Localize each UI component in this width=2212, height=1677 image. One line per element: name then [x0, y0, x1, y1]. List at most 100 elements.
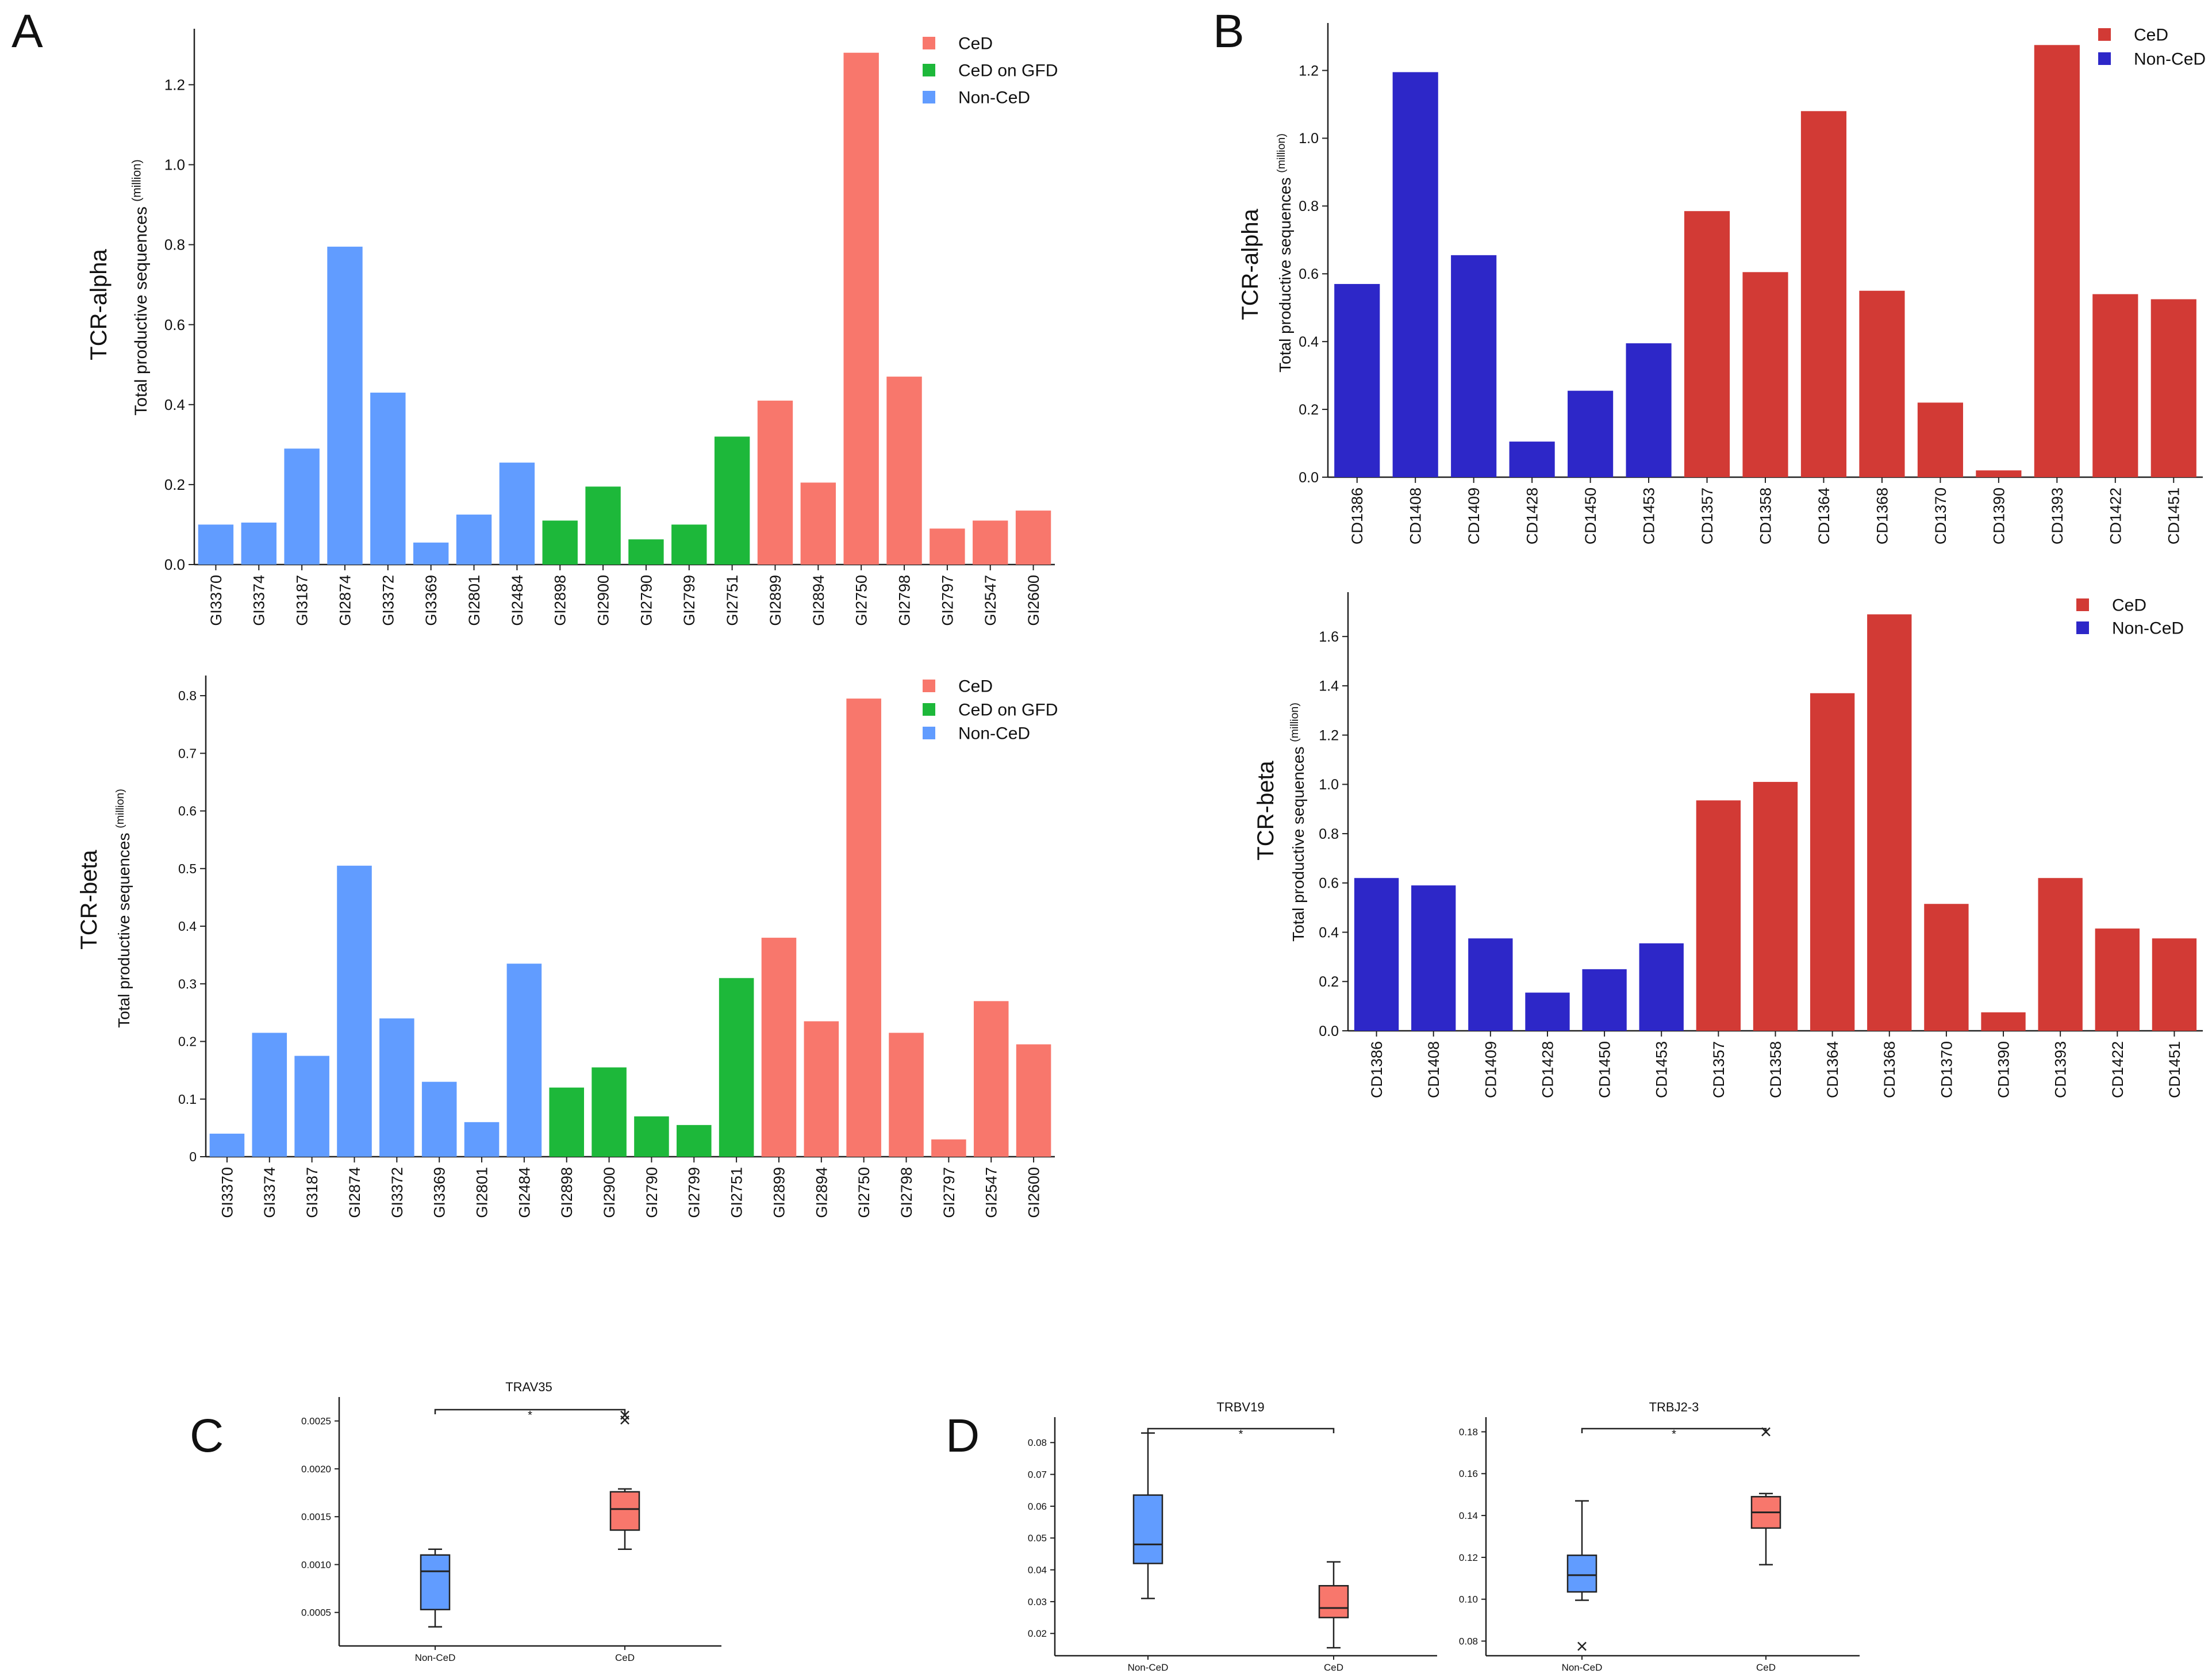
- x-tick-label: GI2750: [855, 1167, 873, 1218]
- legend: CeD Non-CeD: [2098, 26, 2206, 69]
- x-tick-label: GI2751: [724, 575, 741, 626]
- legend-label: CeD on GFD: [958, 62, 1058, 80]
- legend-label: CeD: [2112, 596, 2146, 615]
- bar: [370, 392, 406, 565]
- bar: [973, 520, 1008, 565]
- x-tick-label: GI2899: [767, 575, 784, 626]
- box-iqr: [420, 1554, 451, 1610]
- x-tick-label: CD1357: [1699, 488, 1716, 544]
- x-tick-label: GI2894: [813, 1167, 830, 1218]
- outlier-marker: [1761, 1427, 1771, 1437]
- y-tick-label: 0.0: [1319, 1023, 1339, 1039]
- y-tick-label: 0.0010: [301, 1559, 331, 1570]
- bar: [886, 377, 922, 565]
- bar: [804, 1021, 839, 1157]
- bar: [1582, 969, 1627, 1031]
- bar: [1859, 290, 1905, 477]
- y-axis-label: Total productive sequences (million): [130, 159, 151, 415]
- chart-a-beta: 0 0.1 0.2 0.3 0.4 0.5 0.6 0.7 0.8 GI3370 GI3374 GI3…: [76, 676, 1058, 1218]
- bar: [413, 542, 449, 565]
- y-tick-label: 0.16: [1459, 1468, 1478, 1479]
- legend-label: CeD on GFD: [958, 701, 1058, 720]
- x-tick-label: GI2600: [1026, 1167, 1043, 1218]
- x-tick-label: GI2797: [939, 575, 956, 626]
- x-tick-label: GI3374: [261, 1167, 278, 1218]
- outlier-marker: [1577, 1641, 1587, 1651]
- x-tick-label: CD1453: [1653, 1041, 1670, 1098]
- chart-b-beta: 0.0 0.2 0.4 0.6 0.8 1.0 1.2 1.4 1.6 CD1386 CD1408 C…: [1253, 592, 2203, 1098]
- x-tick-label: GI2484: [516, 1167, 533, 1218]
- x-tick-label: GI2874: [346, 1167, 363, 1218]
- y-axis-label: Total productive sequences (million): [1288, 703, 1307, 942]
- bar: [456, 515, 492, 565]
- box-non-ced: [420, 1548, 451, 1628]
- bar: [1451, 255, 1497, 477]
- bar: [2152, 938, 2197, 1031]
- y-tick-label: 0.6: [178, 804, 197, 819]
- y-axis-label: Total productive sequences (million): [1275, 133, 1294, 373]
- x-tick-label: GI2874: [336, 575, 354, 626]
- panel-letter-a: A: [11, 5, 43, 57]
- row-label: TCR-beta: [76, 850, 102, 950]
- bar: [542, 520, 578, 565]
- bar: [1568, 390, 1614, 477]
- x-tick-label: CD1422: [2107, 488, 2124, 544]
- legend: CeD CeD on GFD Non-CeD: [923, 677, 1058, 743]
- y-axis-label-unit: (million): [130, 159, 144, 202]
- chart-d-trbv19: 0.02 0.03 0.04 0.05 0.06 0.07 0.08 TRBV19 * Non-C…: [1028, 1400, 1437, 1673]
- panel-letter-d: D: [946, 1410, 980, 1462]
- panel-letter-c: C: [190, 1410, 224, 1462]
- bar: [1742, 272, 1788, 477]
- legend-label: Non-CeD: [958, 89, 1030, 108]
- bar: [379, 1018, 414, 1157]
- legend: CeD CeD on GFD Non-CeD: [923, 34, 1058, 108]
- x-tick-label: CD1364: [1824, 1041, 1841, 1098]
- legend-swatch: [2098, 52, 2111, 65]
- y-axis-label-unit: (million): [1288, 703, 1301, 742]
- y-tick-label: 0.6: [1319, 876, 1339, 892]
- legend-label: CeD: [958, 34, 993, 53]
- bar: [198, 524, 234, 565]
- x-tick-label: CD1393: [2052, 1041, 2069, 1098]
- y-tick-label: 0.7: [178, 746, 197, 761]
- y-tick-label: 0.4: [178, 919, 197, 934]
- x-tick-label: GI3372: [389, 1167, 406, 1218]
- x-tick-label: CD1358: [1757, 488, 1774, 544]
- chart-a-alpha: 0.0 0.2 0.4 0.6 0.8 1.0 1.2 GI3370 GI3374 GI3187 G…: [86, 29, 1058, 626]
- bar: [1334, 283, 1380, 477]
- x-tick-label: GI2900: [595, 575, 612, 626]
- x-tick-label: GI3187: [294, 575, 311, 626]
- legend-swatch: [2076, 621, 2089, 634]
- y-tick-label: 1.6: [1319, 629, 1339, 645]
- bar: [1016, 1044, 1051, 1157]
- legend-label: CeD: [2134, 26, 2168, 45]
- bar: [931, 1139, 966, 1157]
- x-tick-label: CD1364: [1815, 488, 1833, 544]
- x-tick-label: CD1451: [2166, 1041, 2183, 1098]
- x-tick-label: CD1408: [1425, 1041, 1442, 1098]
- legend-label: Non-CeD: [2134, 50, 2206, 69]
- y-tick-label: 0.04: [1028, 1565, 1047, 1576]
- legend-swatch: [923, 37, 935, 49]
- bar: [1525, 992, 1570, 1031]
- bar: [592, 1067, 627, 1157]
- significance-marker: *: [1239, 1428, 1243, 1441]
- x-tick-label: CD1422: [2109, 1041, 2126, 1098]
- x-tick-label: CeD: [1324, 1662, 1343, 1673]
- x-tick-label: GI2801: [466, 575, 483, 626]
- x-tick-label: GI2894: [810, 575, 827, 626]
- y-tick-label: 1.0: [1299, 131, 1319, 147]
- y-tick-label: 0.06: [1028, 1501, 1047, 1512]
- chart-d-trbj2-3: 0.08 0.10 0.12 0.14 0.16 0.18 TRBJ2-3 * Non-CeD C…: [1459, 1400, 1860, 1673]
- bar: [761, 938, 797, 1157]
- bar: [1411, 885, 1456, 1031]
- outlier-marker: [620, 1410, 629, 1420]
- legend-swatch: [923, 64, 935, 76]
- bar: [1981, 1012, 2026, 1031]
- x-tick-label: GI3369: [431, 1167, 448, 1218]
- y-axis-label-text: Total productive sequences: [132, 202, 151, 416]
- legend-swatch: [923, 680, 935, 692]
- x-tick-label: CD1390: [1995, 1041, 2012, 1098]
- y-axis-label-text: Total productive sequences: [1289, 742, 1307, 942]
